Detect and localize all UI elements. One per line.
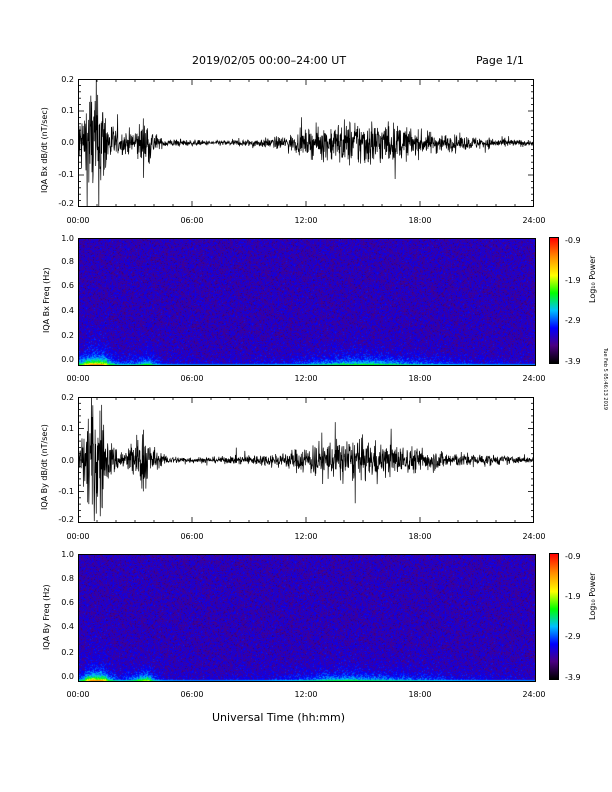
colorbar-tick-label: -3.9 — [565, 673, 581, 682]
by-colorbar — [549, 553, 559, 680]
y-tick-label: 1.0 — [61, 234, 74, 243]
y-tick-label: 0.8 — [61, 574, 74, 583]
timestamp-stamp: Tue Feb 5 05:46:13 2019 — [602, 348, 608, 411]
y-tick-label: 0.0 — [61, 355, 74, 364]
x-tick-label: 00:00 — [66, 532, 90, 541]
by-dbdt-y-axis-label: IQA By dB/dt (nT/sec) — [40, 424, 49, 510]
x-tick-label: 24:00 — [522, 690, 546, 699]
colorbar-tick-label: -2.9 — [565, 632, 581, 641]
y-tick-label: 0.2 — [61, 393, 74, 402]
y-tick-label: -0.2 — [58, 515, 74, 524]
bx-dbdt-trace — [78, 79, 534, 207]
y-tick-label: 0.1 — [61, 106, 74, 115]
y-tick-label: 0.8 — [61, 257, 74, 266]
bx-colorbar — [549, 237, 559, 364]
y-tick-label: 0.4 — [61, 622, 74, 631]
by-dbdt-trace — [78, 397, 534, 522]
colorbar-tick-label: -3.9 — [565, 357, 581, 366]
bx-dbdt-y-axis-label: IQA Bx dB/dt (nT/sec) — [40, 107, 49, 193]
by-spectrogram-image — [78, 554, 536, 682]
colorbar-tick-label: -0.9 — [565, 552, 581, 561]
x-tick-label: 06:00 — [180, 216, 204, 225]
x-tick-label: 06:00 — [180, 532, 204, 541]
y-tick-label: 1.0 — [61, 550, 74, 559]
x-tick-label: 06:00 — [180, 374, 204, 383]
y-tick-label: 0.6 — [61, 281, 74, 290]
x-tick-label: 06:00 — [180, 690, 204, 699]
x-tick-label: 24:00 — [522, 532, 546, 541]
series-line — [78, 79, 534, 207]
y-tick-label: 0.6 — [61, 598, 74, 607]
bx-spectrogram-image — [78, 238, 536, 366]
by-dbdt-plot — [78, 397, 534, 523]
page-number: Page 1/1 — [476, 54, 524, 67]
x-tick-label: 12:00 — [294, 690, 318, 699]
x-tick-label: 24:00 — [522, 216, 546, 225]
y-tick-label: 0.0 — [61, 672, 74, 681]
colorbar-tick-label: -1.9 — [565, 592, 581, 601]
x-tick-label: 00:00 — [66, 374, 90, 383]
by-spectrogram-y-axis-label: IQA By Freq (Hz) — [42, 584, 51, 650]
colorbar-tick-label: -2.9 — [565, 316, 581, 325]
x-tick-label: 00:00 — [66, 690, 90, 699]
y-tick-label: 0.2 — [61, 331, 74, 340]
x-tick-label: 12:00 — [294, 216, 318, 225]
bx-dbdt-plot — [78, 79, 534, 207]
colorbar-tick-label: -1.9 — [565, 276, 581, 285]
x-tick-label: 12:00 — [294, 374, 318, 383]
x-axis-title: Universal Time (hh:mm) — [212, 711, 345, 724]
y-tick-label: -0.2 — [58, 199, 74, 208]
x-tick-label: 18:00 — [408, 374, 432, 383]
colorbar-tick-label: -0.9 — [565, 236, 581, 245]
y-tick-label: 0.1 — [61, 424, 74, 433]
x-tick-label: 24:00 — [522, 374, 546, 383]
y-tick-label: -0.1 — [58, 170, 74, 179]
series-line — [78, 397, 534, 522]
y-tick-label: -0.1 — [58, 487, 74, 496]
x-tick-label: 18:00 — [408, 216, 432, 225]
x-tick-label: 18:00 — [408, 532, 432, 541]
y-tick-label: 0.2 — [61, 75, 74, 84]
x-tick-label: 12:00 — [294, 532, 318, 541]
x-tick-label: 00:00 — [66, 216, 90, 225]
y-tick-label: 0.0 — [61, 138, 74, 147]
y-tick-label: 0.2 — [61, 648, 74, 657]
by-colorbar-label: Log₁₀ Power — [588, 572, 597, 620]
page-title: 2019/02/05 00:00–24:00 UT — [192, 54, 347, 67]
bx-spectrogram-y-axis-label: IQA Bx Freq (Hz) — [42, 267, 51, 333]
y-tick-label: 0.0 — [61, 456, 74, 465]
x-tick-label: 18:00 — [408, 690, 432, 699]
y-tick-label: 0.4 — [61, 306, 74, 315]
bx-colorbar-label: Log₁₀ Power — [588, 255, 597, 303]
